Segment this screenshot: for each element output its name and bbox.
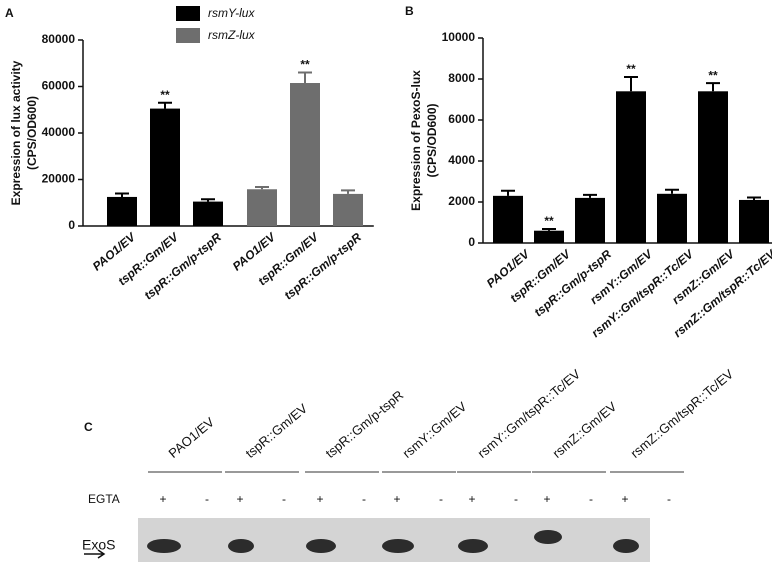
error-bar bbox=[201, 198, 215, 202]
lane-label: PAO1/EV bbox=[165, 414, 217, 461]
legend-swatch bbox=[176, 6, 200, 21]
bar bbox=[290, 83, 320, 226]
significance-label: ** bbox=[544, 214, 554, 228]
protein-band bbox=[306, 539, 336, 553]
panel-label: C bbox=[84, 420, 93, 434]
treatment-sign: + bbox=[316, 492, 323, 506]
significance-label: ** bbox=[300, 58, 310, 72]
treatment-sign: + bbox=[393, 492, 400, 506]
significance-label: ** bbox=[160, 88, 170, 102]
error-bar bbox=[706, 82, 720, 92]
treatment-sign: + bbox=[468, 492, 475, 506]
y-tick-label: 60000 bbox=[42, 79, 76, 93]
error-bar bbox=[747, 196, 761, 200]
panel-label: A bbox=[5, 6, 14, 20]
treatment-sign: - bbox=[589, 492, 593, 506]
error-bar bbox=[341, 189, 355, 194]
bar bbox=[575, 197, 605, 243]
treatment-label: EGTA bbox=[88, 492, 120, 506]
band-arrow bbox=[84, 549, 106, 559]
bar bbox=[739, 199, 769, 243]
legend-label: rsmY-lux bbox=[208, 6, 255, 20]
legend-label: rsmZ-lux bbox=[208, 28, 256, 42]
treatment-sign: + bbox=[621, 492, 628, 506]
protein-band bbox=[534, 530, 562, 544]
treatment-sign: + bbox=[543, 492, 550, 506]
band-label: ExoS bbox=[82, 537, 115, 553]
lane-label: rsmZ::Gm/tspR::Tc/EV bbox=[627, 366, 736, 461]
error-bar bbox=[158, 101, 172, 109]
error-bar bbox=[255, 185, 269, 190]
error-bar bbox=[501, 189, 515, 196]
error-bar bbox=[665, 188, 679, 194]
bar bbox=[150, 108, 180, 226]
treatment-sign: - bbox=[667, 492, 671, 506]
y-tick-label: 2000 bbox=[448, 194, 475, 208]
x-tick-label: tspR::Gm/p-tspR bbox=[141, 230, 224, 303]
panel-label: B bbox=[405, 4, 414, 18]
bar bbox=[534, 230, 564, 243]
y-axis-label: (CPS/OD600) bbox=[25, 96, 39, 170]
protein-band bbox=[147, 539, 181, 553]
bar bbox=[333, 193, 363, 226]
error-bar bbox=[115, 192, 129, 197]
y-tick-label: 0 bbox=[468, 235, 475, 249]
lane-label: tspR::Gm/p-tspR bbox=[322, 387, 406, 461]
bar bbox=[657, 193, 687, 243]
error-bar bbox=[542, 228, 556, 231]
protein-band bbox=[458, 539, 488, 553]
protein-band bbox=[382, 539, 414, 553]
y-tick-label: 40000 bbox=[42, 125, 76, 139]
treatment-sign: - bbox=[205, 492, 209, 506]
treatment-sign: + bbox=[159, 492, 166, 506]
treatment-sign: - bbox=[282, 492, 286, 506]
x-tick-label: tspR::Gm/p-tspR bbox=[281, 230, 364, 303]
error-bar bbox=[624, 75, 638, 92]
bar bbox=[493, 195, 523, 243]
error-bar bbox=[583, 193, 597, 198]
y-tick-label: 20000 bbox=[42, 172, 76, 186]
protein-band bbox=[228, 539, 254, 553]
lane-label: tspR::Gm/EV bbox=[242, 400, 310, 460]
lane-label: rsmY::Gm/EV bbox=[399, 399, 469, 461]
bar bbox=[698, 91, 728, 243]
bar bbox=[107, 196, 137, 226]
treatment-sign: + bbox=[236, 492, 243, 506]
protein-band bbox=[613, 539, 639, 553]
y-axis-label: Expression of PexoS-lux bbox=[409, 70, 423, 211]
treatment-sign: - bbox=[514, 492, 518, 506]
y-tick-label: 80000 bbox=[42, 32, 76, 46]
y-tick-label: 6000 bbox=[448, 112, 475, 126]
y-tick-label: 0 bbox=[68, 218, 75, 232]
bar bbox=[193, 201, 223, 226]
y-axis-label: (CPS/OD600) bbox=[425, 103, 439, 177]
legend-swatch bbox=[176, 28, 200, 43]
treatment-sign: - bbox=[362, 492, 366, 506]
bar bbox=[616, 91, 646, 243]
y-tick-label: 8000 bbox=[448, 71, 475, 85]
bar bbox=[247, 189, 277, 226]
y-tick-label: 4000 bbox=[448, 153, 475, 167]
significance-label: ** bbox=[626, 62, 636, 76]
treatment-sign: - bbox=[439, 492, 443, 506]
y-axis-label: Expression of lux activity bbox=[9, 60, 23, 205]
significance-label: ** bbox=[708, 68, 718, 82]
lane-label: rsmZ::Gm/EV bbox=[549, 399, 619, 461]
error-bar bbox=[298, 71, 312, 84]
y-tick-label: 10000 bbox=[442, 30, 476, 44]
